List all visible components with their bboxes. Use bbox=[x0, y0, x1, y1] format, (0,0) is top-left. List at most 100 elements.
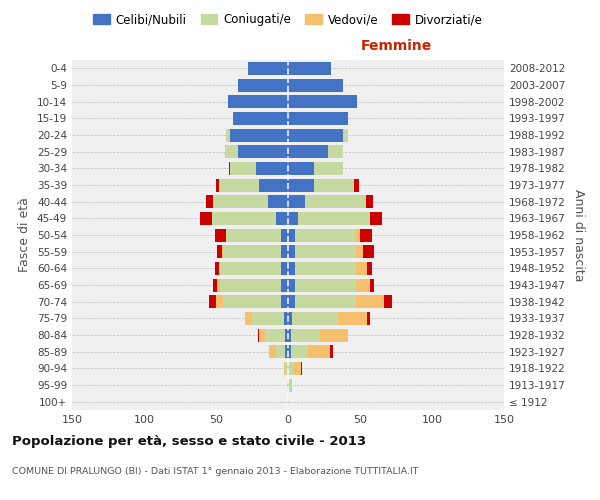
Bar bbox=[288, 78, 343, 92]
Bar bbox=[288, 228, 295, 241]
Bar bbox=[222, 245, 223, 258]
Bar bbox=[291, 328, 320, 342]
Bar bbox=[288, 362, 294, 375]
Bar bbox=[356, 295, 385, 308]
Bar bbox=[308, 345, 330, 358]
Bar bbox=[320, 328, 349, 342]
Bar bbox=[356, 245, 363, 258]
Bar bbox=[295, 262, 356, 275]
Bar bbox=[354, 178, 359, 192]
Bar bbox=[281, 295, 288, 308]
Bar bbox=[291, 378, 292, 392]
Y-axis label: Anni di nascita: Anni di nascita bbox=[572, 188, 585, 281]
Bar bbox=[330, 345, 332, 358]
Bar bbox=[227, 95, 288, 108]
Bar bbox=[277, 345, 285, 358]
Bar bbox=[288, 328, 291, 342]
Bar bbox=[281, 278, 288, 291]
Bar bbox=[356, 228, 360, 241]
Bar bbox=[216, 295, 223, 308]
Bar bbox=[223, 295, 281, 308]
Bar bbox=[223, 245, 281, 258]
Bar bbox=[256, 162, 288, 175]
Bar bbox=[212, 212, 277, 225]
Bar bbox=[226, 228, 281, 241]
Bar bbox=[217, 245, 222, 258]
Bar bbox=[343, 128, 349, 141]
Bar bbox=[356, 278, 370, 291]
Bar bbox=[328, 145, 343, 158]
Bar bbox=[301, 362, 302, 375]
Legend: Celibi/Nubili, Coniugati/e, Vedovi/e, Divorziati/e: Celibi/Nubili, Coniugati/e, Vedovi/e, Di… bbox=[88, 8, 488, 31]
Bar bbox=[292, 312, 338, 325]
Bar bbox=[265, 328, 285, 342]
Bar bbox=[291, 345, 308, 358]
Bar bbox=[285, 362, 288, 375]
Bar bbox=[281, 262, 288, 275]
Bar bbox=[288, 112, 349, 125]
Bar bbox=[215, 262, 219, 275]
Bar bbox=[288, 212, 298, 225]
Bar bbox=[238, 145, 288, 158]
Bar bbox=[269, 345, 277, 358]
Bar bbox=[216, 178, 219, 192]
Bar bbox=[248, 62, 288, 75]
Bar bbox=[295, 228, 356, 241]
Text: Popolazione per età, sesso e stato civile - 2013: Popolazione per età, sesso e stato civil… bbox=[12, 435, 366, 448]
Bar bbox=[213, 195, 268, 208]
Bar bbox=[200, 212, 212, 225]
Bar bbox=[230, 162, 256, 175]
Bar bbox=[295, 245, 356, 258]
Bar bbox=[281, 245, 288, 258]
Bar bbox=[288, 245, 295, 258]
Text: COMUNE DI PRALUNGO (BI) - Dati ISTAT 1° gennaio 2013 - Elaborazione TUTTITALIA.I: COMUNE DI PRALUNGO (BI) - Dati ISTAT 1° … bbox=[12, 468, 419, 476]
Bar bbox=[288, 262, 295, 275]
Bar bbox=[258, 328, 259, 342]
Bar bbox=[288, 378, 291, 392]
Bar bbox=[285, 328, 288, 342]
Bar bbox=[385, 295, 392, 308]
Bar bbox=[356, 262, 367, 275]
Bar bbox=[284, 362, 285, 375]
Bar bbox=[220, 278, 281, 291]
Bar bbox=[229, 162, 230, 175]
Bar bbox=[288, 395, 289, 408]
Bar bbox=[294, 362, 301, 375]
Bar bbox=[366, 195, 373, 208]
Bar bbox=[295, 295, 356, 308]
Bar bbox=[288, 128, 343, 141]
Bar bbox=[367, 262, 371, 275]
Bar bbox=[230, 128, 288, 141]
Bar bbox=[363, 245, 374, 258]
Bar bbox=[206, 195, 213, 208]
Bar bbox=[370, 212, 382, 225]
Bar bbox=[360, 228, 371, 241]
Bar bbox=[367, 312, 370, 325]
Bar bbox=[259, 328, 265, 342]
Bar bbox=[213, 278, 217, 291]
Bar bbox=[305, 195, 366, 208]
Bar bbox=[288, 345, 291, 358]
Bar bbox=[281, 228, 288, 241]
Bar bbox=[220, 262, 281, 275]
Bar bbox=[224, 145, 226, 158]
Bar bbox=[298, 212, 370, 225]
Bar bbox=[284, 312, 288, 325]
Bar bbox=[219, 262, 220, 275]
Bar bbox=[233, 112, 288, 125]
Bar bbox=[259, 178, 288, 192]
Bar bbox=[245, 312, 252, 325]
Bar bbox=[288, 145, 328, 158]
Bar bbox=[238, 78, 288, 92]
Bar bbox=[314, 162, 343, 175]
Bar bbox=[252, 312, 284, 325]
Bar bbox=[338, 312, 367, 325]
Bar bbox=[226, 145, 238, 158]
Bar bbox=[288, 162, 314, 175]
Bar bbox=[314, 178, 354, 192]
Bar bbox=[277, 212, 288, 225]
Bar bbox=[287, 378, 288, 392]
Y-axis label: Fasce di età: Fasce di età bbox=[19, 198, 31, 272]
Bar bbox=[226, 128, 230, 141]
Bar bbox=[288, 295, 295, 308]
